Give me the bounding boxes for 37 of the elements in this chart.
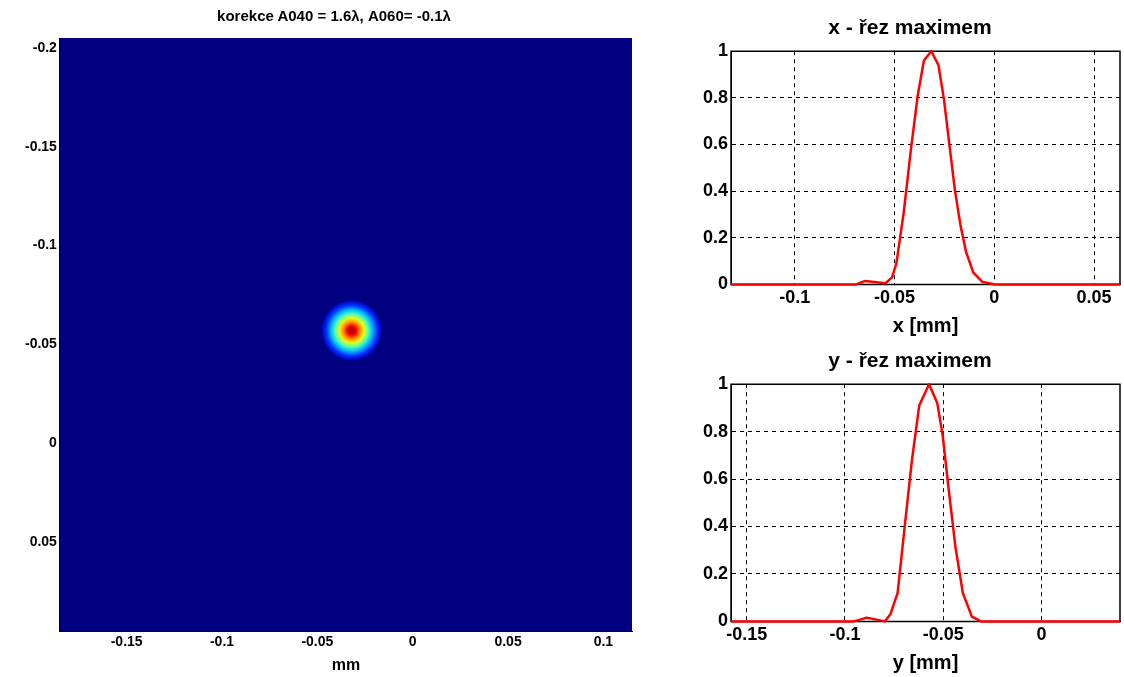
y-tick-label: 0.8 bbox=[702, 420, 729, 441]
x-tick-label: -0.05 bbox=[301, 633, 334, 650]
y-tick-label: -0.1 bbox=[32, 236, 58, 253]
y-tick-label: -0.2 bbox=[32, 38, 58, 55]
y-tick-label: 0.2 bbox=[702, 226, 729, 247]
y-tick-label: 0.2 bbox=[702, 562, 729, 583]
y-tick-label: 0.6 bbox=[702, 133, 729, 154]
y-tick-label: 0.6 bbox=[702, 468, 729, 489]
x-tick-label: 0.05 bbox=[1076, 287, 1112, 308]
y-tick-label: 1 bbox=[718, 40, 729, 61]
y-tick-label: 0.4 bbox=[702, 180, 729, 201]
x-axis-title: mm bbox=[331, 655, 361, 673]
x-axis-title: x [mm] bbox=[892, 313, 959, 336]
x-tick-label: -0.1 bbox=[829, 624, 861, 645]
chart-title: korekce A040 = 1.6λ, A060= -0.1λ bbox=[217, 7, 452, 25]
x-tick-label: 0 bbox=[1036, 624, 1047, 645]
y-tick-label: 0 bbox=[49, 434, 58, 451]
y-tick-label: 0.8 bbox=[702, 86, 729, 107]
y-tick-label: 0 bbox=[718, 610, 729, 631]
y-tick-label: 1 bbox=[718, 373, 729, 394]
x-tick-label: -0.1 bbox=[779, 287, 811, 308]
x-tick-label: 0 bbox=[989, 287, 1000, 308]
y-tick-label: 0.4 bbox=[702, 515, 729, 536]
chart-title: x - řez maximem bbox=[828, 15, 992, 39]
y-tick-label: 0 bbox=[718, 273, 729, 294]
y-tick-label: 0.05 bbox=[29, 532, 58, 549]
y-tick-label: -0.05 bbox=[24, 335, 58, 352]
x-tick-label: 0.05 bbox=[494, 633, 522, 650]
chart-title: y - řez maximem bbox=[828, 348, 992, 372]
x-tick-label: -0.05 bbox=[922, 624, 964, 645]
x-tick-label: -0.05 bbox=[874, 287, 916, 308]
x-tick-label: -0.1 bbox=[209, 633, 235, 650]
x-tick-label: 0 bbox=[408, 633, 417, 650]
x-axis-title: y [mm] bbox=[892, 650, 959, 673]
x-tick-label: 0.1 bbox=[593, 633, 614, 650]
x-tick-label: -0.15 bbox=[110, 633, 143, 650]
y-tick-label: -0.15 bbox=[24, 137, 58, 154]
